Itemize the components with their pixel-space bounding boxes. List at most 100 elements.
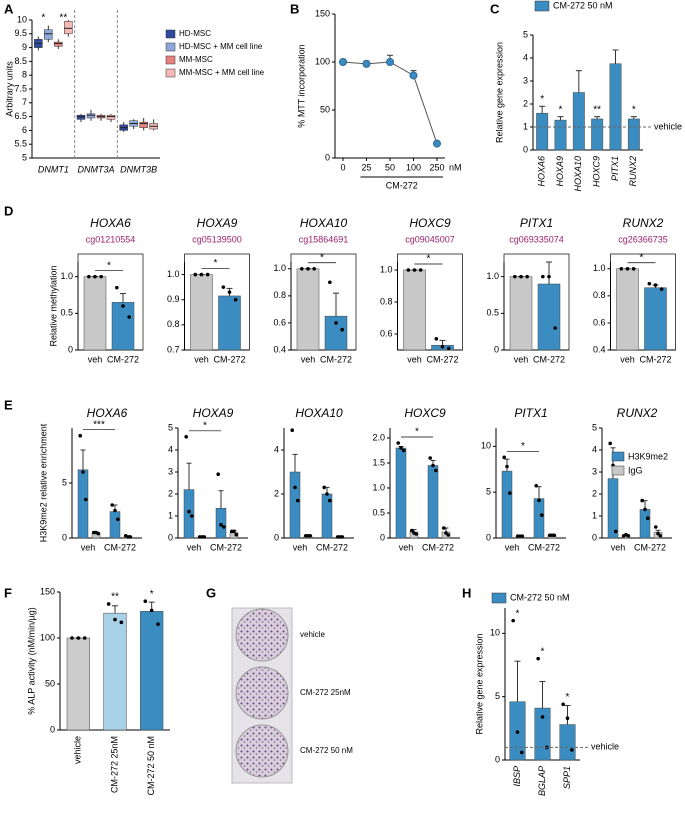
- panel-letter: B: [290, 1, 299, 16]
- y-axis-label: Arbitrary units: [4, 61, 14, 117]
- x-tick-label: HOXC9: [592, 156, 602, 187]
- data-point: [113, 508, 117, 513]
- well: [235, 608, 289, 662]
- x-tick-label: veh: [81, 542, 96, 552]
- y-tick-label: 3: [168, 466, 173, 476]
- y-tick-label: 0.4: [273, 344, 286, 354]
- data-point: [653, 283, 658, 287]
- data-point: [93, 274, 97, 279]
- y-tick-label: 5: [486, 487, 491, 497]
- facet-title: RUNX2: [617, 406, 658, 420]
- x-tick-label: DNMT3B: [120, 164, 157, 174]
- data-point: [431, 463, 435, 468]
- x-tick-label: 250: [429, 162, 444, 172]
- data-point: [553, 326, 557, 330]
- panel-letter: F: [4, 585, 12, 600]
- y-tick-label: 5: [495, 691, 500, 701]
- x-tick-label: DNMT3A: [77, 164, 114, 174]
- y-tick-label: 50: [320, 104, 330, 114]
- marker: [433, 139, 441, 148]
- y-tick-label: 0: [168, 532, 173, 542]
- bar: [103, 612, 127, 731]
- x-tick-label: CM-272 25nM: [109, 736, 119, 793]
- box: [106, 114, 116, 120]
- x-tick-label: IBSP: [512, 766, 522, 787]
- bar: [83, 276, 107, 351]
- bar: [395, 447, 407, 539]
- bar: [403, 269, 426, 351]
- data-point: [222, 525, 226, 529]
- data-point: [221, 285, 226, 289]
- panel-letter: C: [490, 1, 500, 16]
- data-point: [547, 274, 551, 279]
- data-point: [193, 272, 198, 277]
- y-tick-label: 1.5: [372, 457, 385, 467]
- y-tick-label: 1.0: [60, 271, 73, 281]
- legend-swatch: [165, 55, 176, 65]
- data-point: [328, 498, 332, 503]
- y-tick-label: 0: [494, 344, 499, 354]
- data-point: [227, 290, 232, 294]
- x-tick-label: CM-272: [316, 542, 348, 552]
- y-tick-label: 0.9: [167, 294, 180, 304]
- bar: [639, 509, 651, 539]
- panel-letter: H: [462, 585, 471, 600]
- y-axis-label: % MTT incorporation: [296, 44, 306, 127]
- bar: [537, 283, 561, 351]
- x-tick-label: 0: [340, 162, 345, 172]
- data-point: [406, 268, 411, 272]
- facet-subtitle: cg01210554: [86, 234, 136, 244]
- y-tick-label: 0: [68, 344, 73, 354]
- facet-subtitle: cg09045007: [405, 234, 455, 244]
- data-point: [520, 750, 524, 755]
- y-tick-label: 0: [495, 754, 500, 764]
- bar: [533, 498, 545, 539]
- x-tick-label: veh: [187, 542, 202, 552]
- legend-label: MM-MSC: [179, 55, 213, 64]
- x-tick-label: 100: [406, 162, 421, 172]
- significance: *: [559, 104, 563, 115]
- data-point: [541, 274, 545, 279]
- facet-title: HOXA9: [193, 406, 234, 420]
- significance: **: [111, 592, 119, 603]
- y-tick-label: 0.8: [167, 319, 180, 329]
- data-point: [658, 534, 663, 538]
- bar: [559, 724, 576, 761]
- data-point: [631, 266, 636, 271]
- data-point: [434, 468, 438, 473]
- y-tick-label: 0: [380, 532, 385, 542]
- data-point: [113, 617, 117, 622]
- y-tick-label: 0.8: [593, 290, 606, 300]
- x-tick-label: DNMT1: [38, 164, 69, 174]
- data-point: [116, 517, 120, 522]
- significance: *: [214, 258, 218, 269]
- y-tick-label: 0.8: [380, 296, 393, 306]
- facet-subtitle: cg069335074: [509, 234, 564, 244]
- data-point: [402, 448, 406, 453]
- data-point: [96, 531, 101, 536]
- bar: [109, 511, 121, 539]
- y-tick-label: 0: [523, 144, 528, 154]
- bar: [183, 489, 195, 539]
- data-point: [308, 534, 313, 538]
- significance: **: [593, 104, 601, 115]
- x-tick-label: CM-272: [422, 542, 454, 552]
- y-tick-label: 4: [523, 52, 528, 62]
- y-tick-label: 1.0: [273, 263, 286, 273]
- y-tick-label: 9.5: [14, 28, 27, 38]
- y-tick-label: 6: [22, 125, 27, 135]
- legend-label: HD-MSC + MM cell line: [179, 42, 263, 51]
- significance: *: [320, 252, 324, 263]
- y-tick-label: 8.5: [14, 56, 27, 66]
- significance: *: [521, 441, 525, 452]
- panel-letter: G: [206, 585, 216, 600]
- bar: [627, 118, 640, 151]
- y-tick-label: 0: [274, 532, 279, 542]
- bar: [427, 465, 439, 539]
- data-point: [412, 268, 417, 272]
- y-tick-label: 0.5: [486, 308, 499, 318]
- data-point: [290, 428, 295, 433]
- data-point: [119, 620, 124, 625]
- significance: *: [427, 254, 431, 265]
- x-tick-label: vehicle: [73, 736, 83, 764]
